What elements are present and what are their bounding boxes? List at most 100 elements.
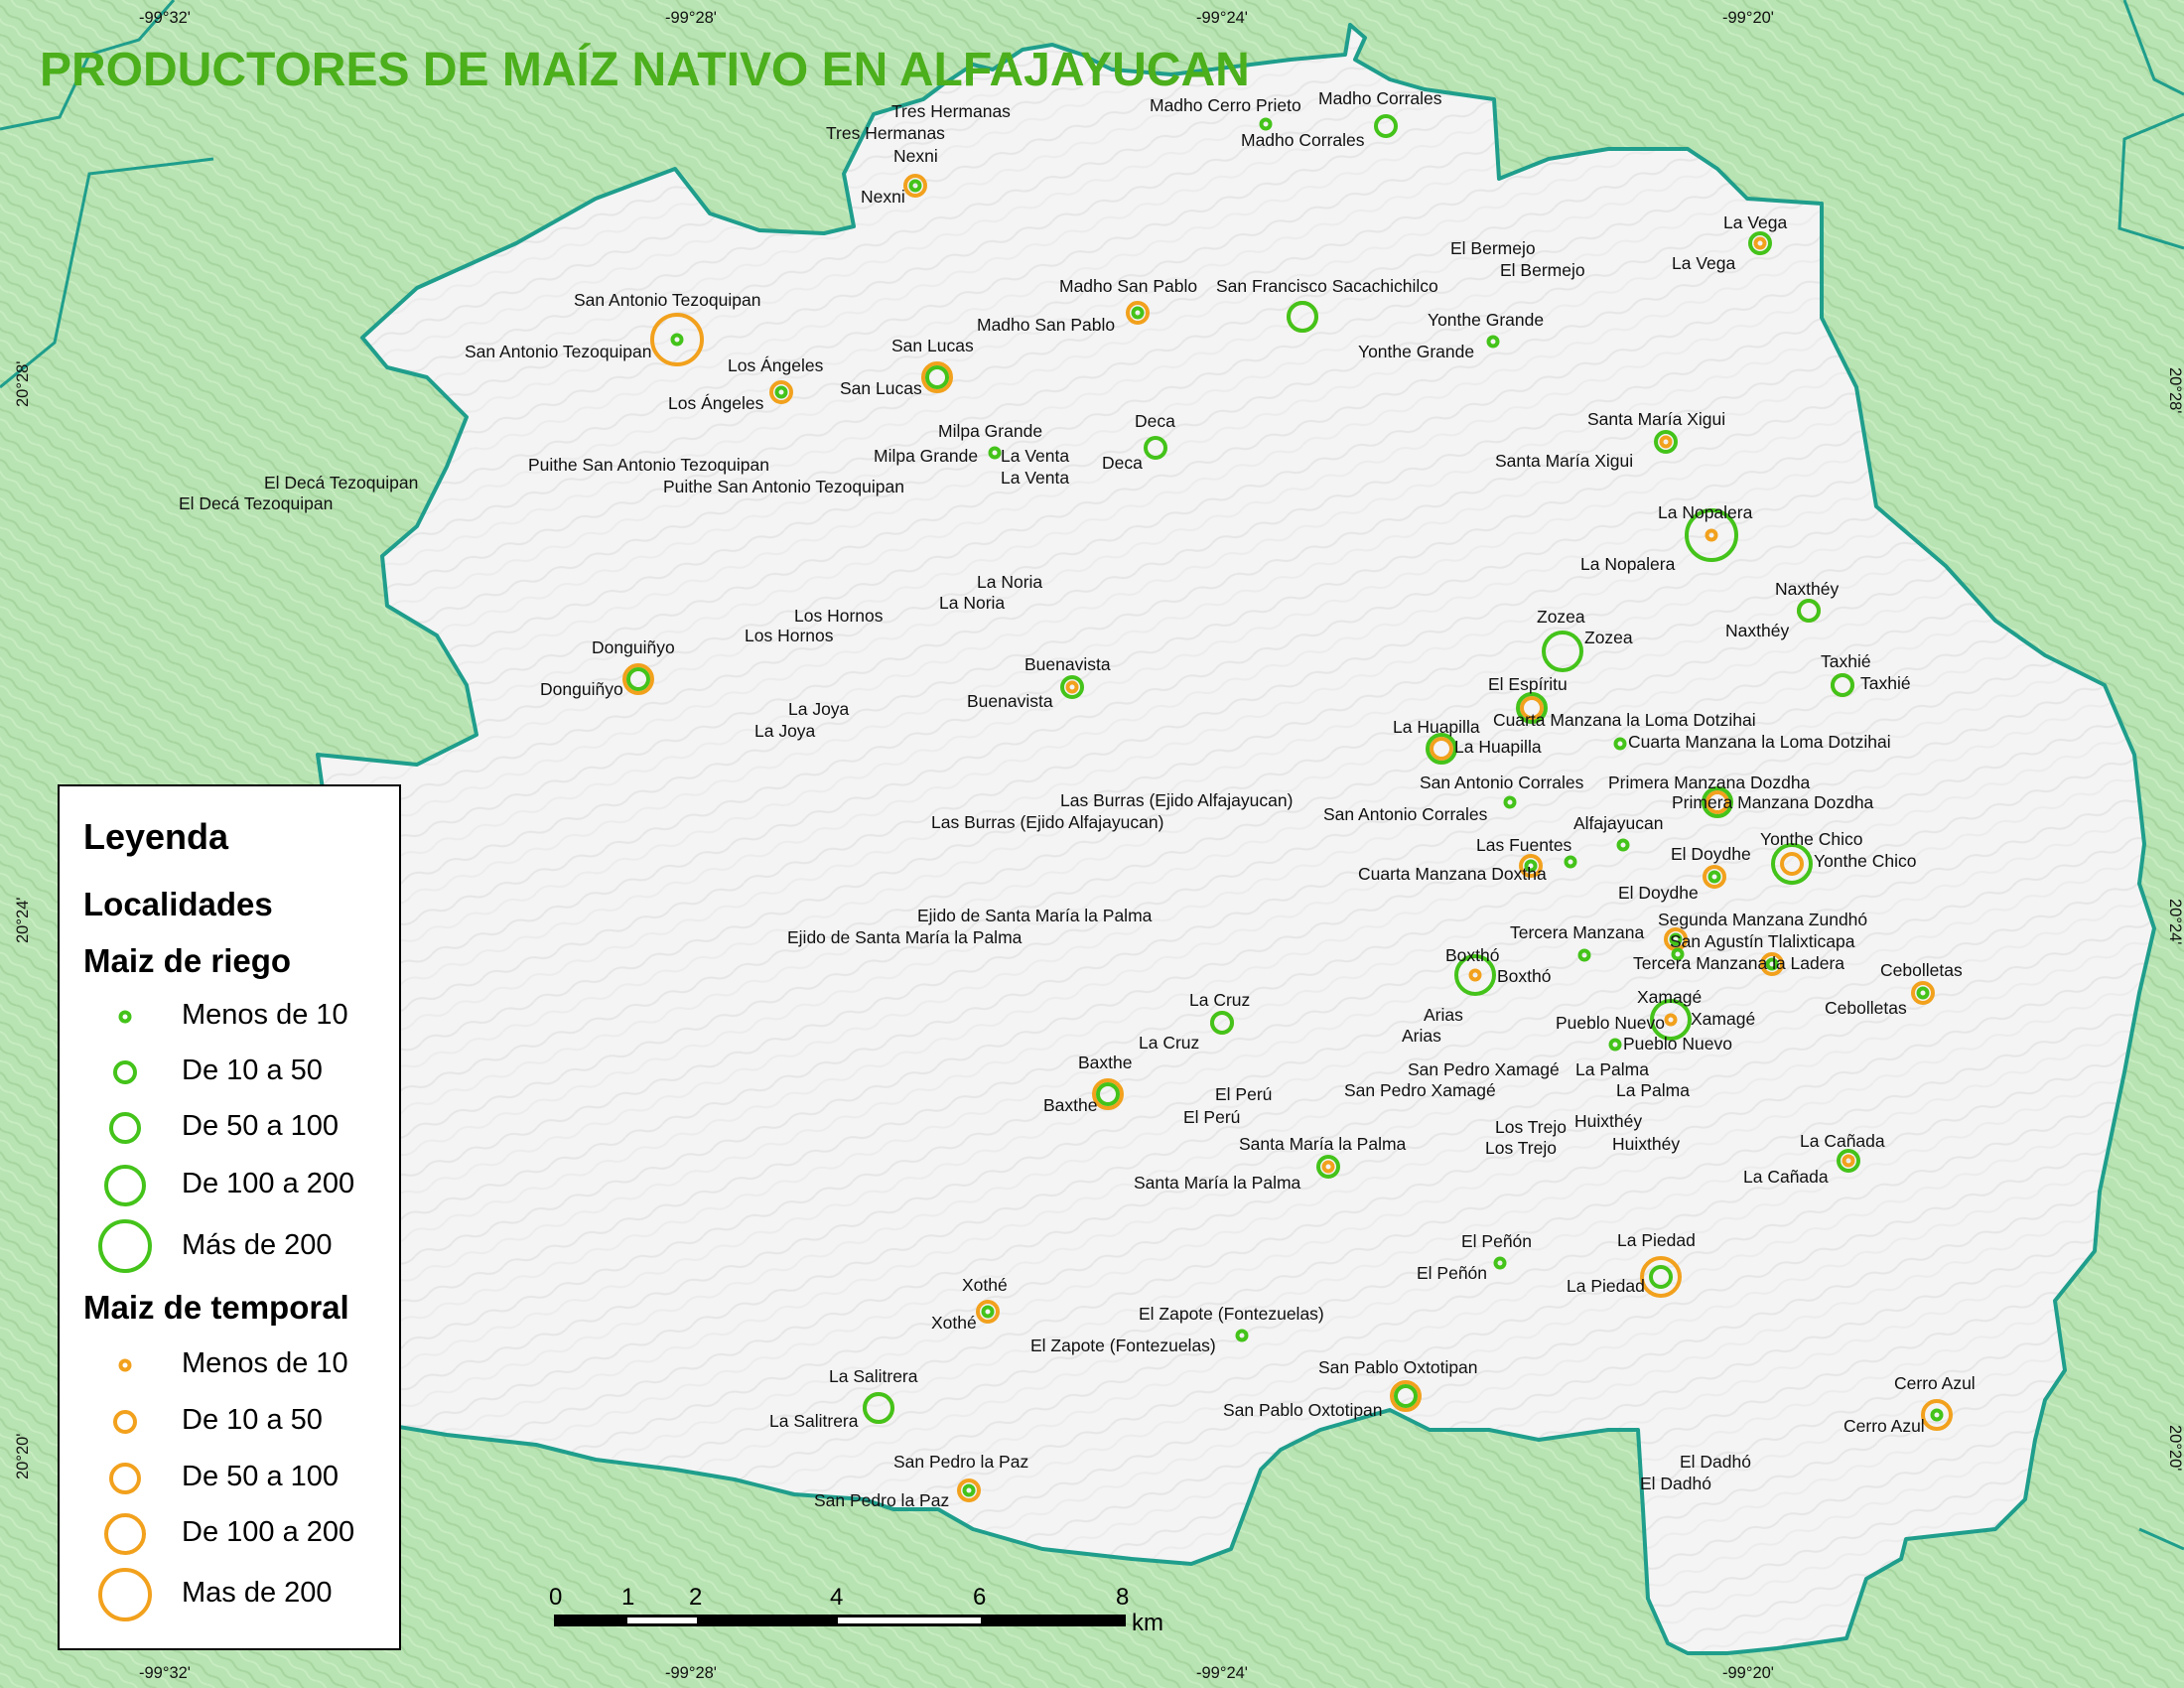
riego-symbol <box>1650 999 1692 1041</box>
riego-symbol <box>1608 1038 1622 1052</box>
riego-symbol <box>1685 508 1738 562</box>
locality-label: Nexni <box>861 187 905 207</box>
locality-label: El Decá Tezoquipan <box>264 473 418 492</box>
locality-label: El Zapote (Fontezuelas) <box>1030 1336 1216 1355</box>
locality-label: Pueblo Nuevo <box>1623 1034 1732 1054</box>
locality-label: La Venta <box>1001 446 1069 466</box>
locality-label: San Pablo Oxtotipan <box>1223 1400 1383 1420</box>
locality-label: Alfajayucan <box>1573 813 1663 833</box>
locality-label: Cuarta Manzana la Loma Dotzihai <box>1628 732 1891 752</box>
locality-label: Los Trejo <box>1485 1138 1557 1158</box>
locality-label: La Salitrera <box>829 1366 918 1386</box>
legend-riego-3: De 50 a 100 <box>182 1110 340 1142</box>
locality-label: La Palma <box>1616 1080 1690 1100</box>
locality-label: La Noria <box>977 572 1042 592</box>
temporal-symbol <box>957 1478 981 1502</box>
locality-label: Xothé <box>962 1275 1008 1295</box>
locality-label: Boxthó <box>1445 945 1499 965</box>
locality-label: Tres Hermanas <box>891 101 1011 121</box>
riego-symbol <box>1669 932 1683 946</box>
locality-label: El Dadhó <box>1640 1474 1711 1493</box>
locality-label: Primera Manzana Dozdha <box>1608 773 1811 792</box>
locality-label: Baxthe <box>1078 1053 1132 1072</box>
coord-left-2: 20°24' <box>14 898 32 943</box>
locality-label: Zozea <box>1584 628 1633 647</box>
riego-symbol <box>1144 436 1167 460</box>
riego-symbol <box>1613 737 1627 751</box>
locality-label: Santa María la Palma <box>1239 1134 1407 1154</box>
locality-label: Yonthe Chico <box>1814 851 1916 871</box>
coord-bottom-4: -99°20' <box>1722 1664 1774 1682</box>
riego-symbol <box>1649 1265 1673 1289</box>
locality-label: San Lucas <box>891 336 974 355</box>
legend-riego-title: Maiz de riego <box>83 942 292 979</box>
locality-label: Puithe San Antonio Tezoquipan <box>528 455 769 475</box>
coord-top-2: -99°28' <box>665 9 717 27</box>
locality-label: Cuarta Manzana la Loma Dotzihai <box>1493 710 1756 730</box>
locality-label: San Antonio Corrales <box>1323 804 1488 824</box>
locality-label: Donguiñyo <box>592 637 675 657</box>
temporal-symbol <box>769 380 793 404</box>
locality-label: Cuarta Manzana Doxtha <box>1358 864 1547 884</box>
locality-label: La Salitrera <box>769 1411 859 1431</box>
riego-symbol <box>1797 599 1821 623</box>
temporal-symbol <box>1092 1078 1124 1110</box>
riego-symbol <box>1259 117 1273 131</box>
locality-label: La Noria <box>939 593 1005 613</box>
legend: Leyenda Localidades Maiz de riego Menos … <box>58 784 401 1650</box>
neighbor-boundaries <box>0 0 2184 1551</box>
coord-top-1: -99°32' <box>139 9 191 27</box>
legend-symbols <box>98 1010 152 1621</box>
temporal-symbol <box>921 361 953 393</box>
riego-symbol <box>1210 1011 1234 1035</box>
riego-symbol <box>1671 947 1685 961</box>
riego-symbol <box>1516 692 1548 724</box>
temporal-symbol <box>1921 1399 1953 1431</box>
temporal-symbol <box>622 663 654 695</box>
temporal-symbol <box>1659 435 1673 449</box>
locality-label: Santa María Xigui <box>1587 409 1725 429</box>
locality-label: Deca <box>1102 453 1143 473</box>
riego-symbol <box>1542 631 1583 672</box>
locality-label: Cerro Azul <box>1843 1416 1925 1436</box>
locality-label: San Pedro la Paz <box>893 1452 1028 1472</box>
coord-top-3: -99°24' <box>1196 9 1248 27</box>
coord-top-4: -99°20' <box>1722 9 1774 27</box>
legend-temporal-1: Menos de 10 <box>182 1347 348 1379</box>
locality-label: San Antonio Corrales <box>1420 773 1584 792</box>
scale-tick-0: 0 <box>549 1584 562 1611</box>
riego-symbol <box>925 365 949 389</box>
riego-symbol <box>1394 1384 1418 1408</box>
locality-label: San Antonio Tezoquipan <box>465 342 651 361</box>
riego-symbol <box>1287 301 1318 333</box>
coord-right-3: 20°20' <box>2166 1425 2184 1471</box>
riego-symbol <box>1748 231 1772 255</box>
riego-symbol <box>1096 1082 1120 1106</box>
riego-symbol <box>981 1305 995 1319</box>
temporal-symbol <box>1760 952 1784 976</box>
riego-symbol <box>1616 838 1630 852</box>
riego-symbol <box>1486 335 1500 349</box>
temporal-symbol <box>1664 1013 1678 1027</box>
locality-label: Santa María Xigui <box>1495 451 1633 471</box>
locality-label: Los Trejo <box>1495 1117 1567 1137</box>
locality-label: El Espíritu <box>1488 674 1568 694</box>
temporal-symbol <box>1520 696 1544 720</box>
legend-title: Leyenda <box>83 816 229 857</box>
coord-bottom-3: -99°24' <box>1196 1664 1248 1682</box>
locality-label: Tercera Manzana <box>1510 922 1644 942</box>
temporal-symbol <box>1430 737 1453 761</box>
scale-tick-1: 1 <box>621 1584 634 1611</box>
riego-symbol <box>1426 733 1457 765</box>
locality-label: Deca <box>1135 411 1175 431</box>
coord-right-2: 20°24' <box>2166 899 2184 944</box>
riego-symbol <box>1577 948 1591 962</box>
locality-label: Donguiñyo <box>540 679 623 699</box>
riego-symbol <box>863 1392 894 1424</box>
locality-label: El Perú <box>1215 1084 1272 1104</box>
riego-symbol <box>1316 1155 1340 1179</box>
coord-right-1: 20°28' <box>2166 367 2184 413</box>
locality-label: Madho San Pablo <box>1059 276 1197 296</box>
